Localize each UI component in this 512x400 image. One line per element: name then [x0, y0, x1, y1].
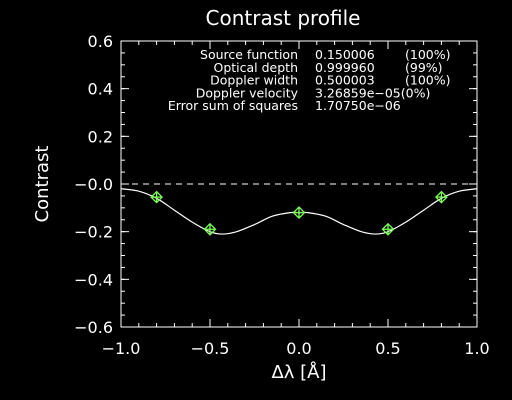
parameter-value: 0.150006: [315, 47, 375, 62]
y-tick-label: −0.2: [74, 223, 113, 242]
parameter-label: Source function: [200, 47, 298, 62]
parameter-label: Doppler velocity: [196, 85, 299, 100]
fit-parameter-row: Optical depth 0.999960 (99%): [213, 60, 442, 75]
y-tick-label: 0.6: [88, 32, 113, 51]
data-markers-series: [150, 190, 448, 236]
y-axis-label: Contrast: [32, 146, 53, 223]
data-point-marker: [381, 222, 395, 236]
y-tick-label: −0.6: [74, 318, 113, 337]
data-point-marker: [150, 190, 164, 204]
x-tick-label: −0.5: [191, 339, 230, 358]
fit-parameter-row: Doppler velocity 3.26859e−05(0%): [196, 85, 431, 100]
x-tick-label: 0.0: [286, 339, 311, 358]
parameter-label: Optical depth: [213, 60, 298, 75]
x-axis-label: Δλ [Å]: [271, 361, 326, 383]
parameter-percent: (100%): [405, 47, 451, 62]
parameter-value: 0.500003: [315, 73, 375, 88]
parameter-percent: (100%): [405, 73, 451, 88]
data-point-marker: [434, 190, 448, 204]
parameter-label: Doppler width: [210, 73, 298, 88]
parameter-value: 0.999960: [315, 60, 375, 75]
fit-parameters-block: Source function 0.150006 (100%)Optical dep…: [168, 47, 451, 113]
chart-title: Contrast profile: [206, 6, 361, 30]
x-tick-label: −1.0: [102, 339, 141, 358]
y-tick-label: 0.4: [88, 80, 113, 99]
x-tick-label: 0.5: [375, 339, 400, 358]
parameter-value: 3.26859e−05(0%): [315, 85, 430, 100]
parameter-label: Error sum of squares: [168, 98, 298, 113]
data-point-marker: [203, 222, 217, 236]
y-tick-label: −0.4: [74, 270, 113, 289]
y-tick-label: 0.2: [88, 127, 113, 146]
y-tick-label: −0.0: [74, 175, 113, 194]
parameter-value: 1.70750e−06: [315, 98, 401, 113]
x-tick-label: 1.0: [464, 339, 489, 358]
data-point-marker: [292, 206, 306, 220]
parameter-percent: (99%): [405, 60, 443, 75]
fit-parameter-row: Doppler width 0.500003 (100%): [210, 73, 450, 88]
fit-parameter-row: Error sum of squares 1.70750e−06: [168, 98, 401, 113]
fit-parameter-row: Source function 0.150006 (100%): [200, 47, 450, 62]
